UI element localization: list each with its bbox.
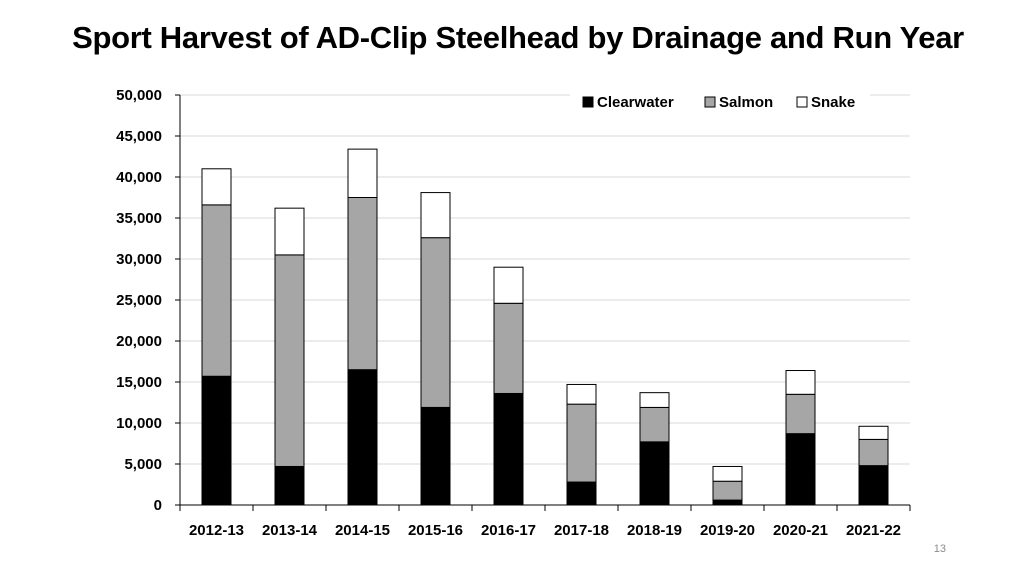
bar-clearwater-2016-17: [493, 392, 524, 506]
bar-clearwater-2014-15: [347, 369, 378, 506]
legend: Clearwater Salmon Snake: [570, 94, 870, 114]
bar-salmon-2016-17: [493, 302, 524, 394]
chart-title: Sport Harvest of AD-Clip Steelhead by Dr…: [72, 20, 964, 55]
y-tick-label: 0: [154, 497, 162, 514]
bar-salmon-2017-18: [566, 403, 597, 483]
x-tick-label: 2021-22: [846, 522, 901, 539]
bar-snake-2016-17: [493, 266, 524, 304]
bar-salmon-2012-13: [201, 204, 232, 377]
bar-clearwater-2020-21: [785, 433, 816, 506]
y-tick-label: 5,000: [124, 456, 162, 473]
x-tick-label: 2016-17: [481, 522, 536, 539]
y-tick-label: 20,000: [116, 333, 162, 350]
legend-swatch-snake: [796, 96, 808, 108]
x-tick-label: 2012-13: [189, 522, 244, 539]
y-tick-label: 15,000: [116, 374, 162, 391]
slide-number: 13: [933, 543, 946, 555]
legend-label-salmon: Salmon: [719, 94, 773, 111]
bar-snake-2014-15: [347, 148, 378, 198]
bar-snake-2019-20: [712, 465, 743, 482]
bar-salmon-2021-22: [858, 438, 889, 467]
bar-clearwater-2018-19: [639, 441, 670, 506]
bar-snake-2021-22: [858, 425, 889, 440]
bar-clearwater-2017-18: [566, 481, 597, 506]
legend-swatch-clearwater: [582, 96, 594, 108]
bar-snake-2013-14: [274, 207, 305, 256]
legend-swatch-salmon: [704, 96, 716, 108]
legend-background: [570, 94, 870, 114]
bar-salmon-2015-16: [420, 237, 451, 408]
x-tick-label: 2015-16: [408, 522, 463, 539]
x-tick-label: 2014-15: [335, 522, 390, 539]
y-tick-label: 35,000: [116, 210, 162, 227]
x-tick-label: 2020-21: [773, 522, 828, 539]
y-tick-label: 30,000: [116, 251, 162, 268]
y-tick-label: 25,000: [116, 292, 162, 309]
x-tick-label: 2019-20: [700, 522, 755, 539]
bar-clearwater-2015-16: [420, 406, 451, 506]
bar-clearwater-2019-20: [712, 499, 743, 506]
x-tick-label: 2018-19: [627, 522, 682, 539]
y-tick-label: 40,000: [116, 169, 162, 186]
y-tick-labels: 0 5,000 10,000 15,000 20,000 25,000 30,000 35,0…: [116, 87, 162, 514]
legend-label-clearwater: Clearwater: [597, 94, 674, 111]
bar-clearwater-2013-14: [274, 465, 305, 506]
bars: [201, 148, 889, 506]
bar-snake-2020-21: [785, 370, 816, 395]
bar-snake-2018-19: [639, 392, 670, 408]
bar-clearwater-2021-22: [858, 465, 889, 506]
y-tick-label: 10,000: [116, 415, 162, 432]
bar-salmon-2014-15: [347, 197, 378, 371]
bar-salmon-2019-20: [712, 480, 743, 501]
bar-clearwater-2012-13: [201, 375, 232, 506]
axes: [175, 94, 911, 511]
x-tick-labels: 2012-13 2013-14 2014-15 2015-16 2016-17 2017-…: [189, 522, 901, 539]
bar-salmon-2018-19: [639, 406, 670, 443]
y-tick-label: 45,000: [116, 128, 162, 145]
bar-salmon-2020-21: [785, 393, 816, 435]
x-tick-label: 2017-18: [554, 522, 609, 539]
y-tick-label: 50,000: [116, 87, 162, 104]
bar-snake-2012-13: [201, 168, 232, 206]
bar-snake-2015-16: [420, 192, 451, 239]
bar-snake-2017-18: [566, 383, 597, 405]
legend-label-snake: Snake: [811, 94, 855, 111]
x-tick-label: 2013-14: [262, 522, 318, 539]
bar-salmon-2013-14: [274, 254, 305, 467]
